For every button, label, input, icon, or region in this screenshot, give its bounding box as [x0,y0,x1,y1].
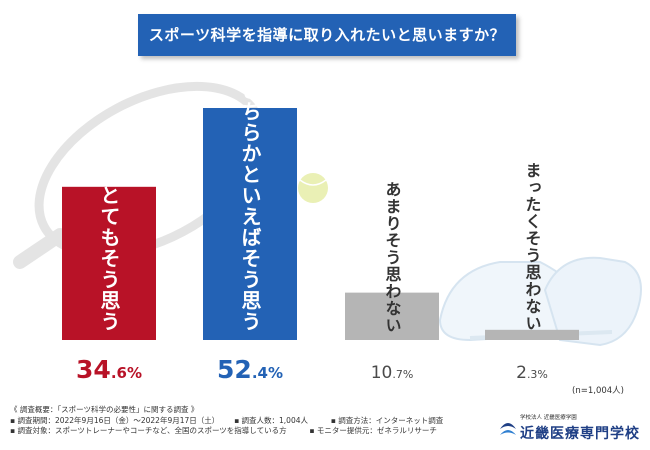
value-int-3: 10 [371,363,393,383]
logo-name: 近畿医療専門学校 [520,426,640,442]
bar-2 [203,108,297,340]
school-emblem-icon [500,423,516,435]
bars-group: とてもそう思う どちらかといえばそう思う あまりそう思わない まったくそう思わない [62,80,579,340]
title-banner: スポーツ科学を指導に取り入れたいと思いますか？ [138,14,516,56]
survey-footer: 《 調査概要：「スポーツ科学の必要性」に関する調査 》 ▪ 調査期間：2022年… [10,405,443,437]
survey-respondents: ▪ 調査人数：1,004人 [234,415,309,425]
value-dec-3: .7% [392,368,413,381]
survey-details-row-1: ▪ 調査期間：2022年9月16日（金）～2022年9月17日（土） ▪ 調査人… [10,416,443,427]
chart-title: スポーツ科学を指導に取り入れたいと思いますか？ [148,26,506,44]
survey-details-row-2: ▪ 調査対象：スポーツトレーナーやコーチなど、全国のスポーツを指導している方 ▪… [10,426,443,437]
survey-overview: 《 調査概要：「スポーツ科学の必要性」に関する調査 》 [10,405,199,414]
bar-3 [345,292,439,340]
value-label-4: 2.3% [516,363,548,383]
value-dec-4: .3% [527,368,548,381]
survey-method: ▪ 調査方法：インターネット調査 [330,415,444,425]
bar-1 [62,186,156,340]
value-dec-2: .4% [252,364,283,382]
survey-period: ▪ 調査期間：2022年9月16日（金）～2022年9月17日（土） [10,415,220,425]
bar-4 [485,329,579,340]
value-int-2: 52 [217,355,252,384]
logo-subtitle: 学校法人 近畿医療学園 [520,415,577,421]
survey-monitor: ▪ モニター提供元：ゼネラルリサーチ [309,426,437,435]
sample-size-label: (n=1,004人) [572,386,624,396]
value-dec-1: .6% [111,364,142,382]
category-label-3: あまりそう思わない [383,181,402,334]
value-int-4: 2 [516,363,527,383]
category-label-2: どちらかといえばそう思う [238,80,262,332]
category-label-4: まったくそう思わない [523,162,542,332]
value-label-1: 34.6% [76,355,142,384]
value-label-3: 10.7% [371,363,414,383]
tennis-ball-illustration [298,173,328,203]
category-label-1: とてもそう思う [97,185,121,332]
bar-chart: とてもそう思う どちらかといえばそう思う あまりそう思わない まったくそう思わない 3… [13,80,642,396]
value-label-2: 52.4% [217,355,283,384]
value-int-1: 34 [76,355,111,384]
school-logo: 学校法人 近畿医療学園 近畿医療専門学校 [498,413,643,443]
survey-target: ▪ 調査対象：スポーツトレーナーやコーチなど、全国のスポーツを指導している方 [10,426,287,435]
value-labels-group: 34.6% 52.4% 10.7% 2.3% [76,355,548,384]
